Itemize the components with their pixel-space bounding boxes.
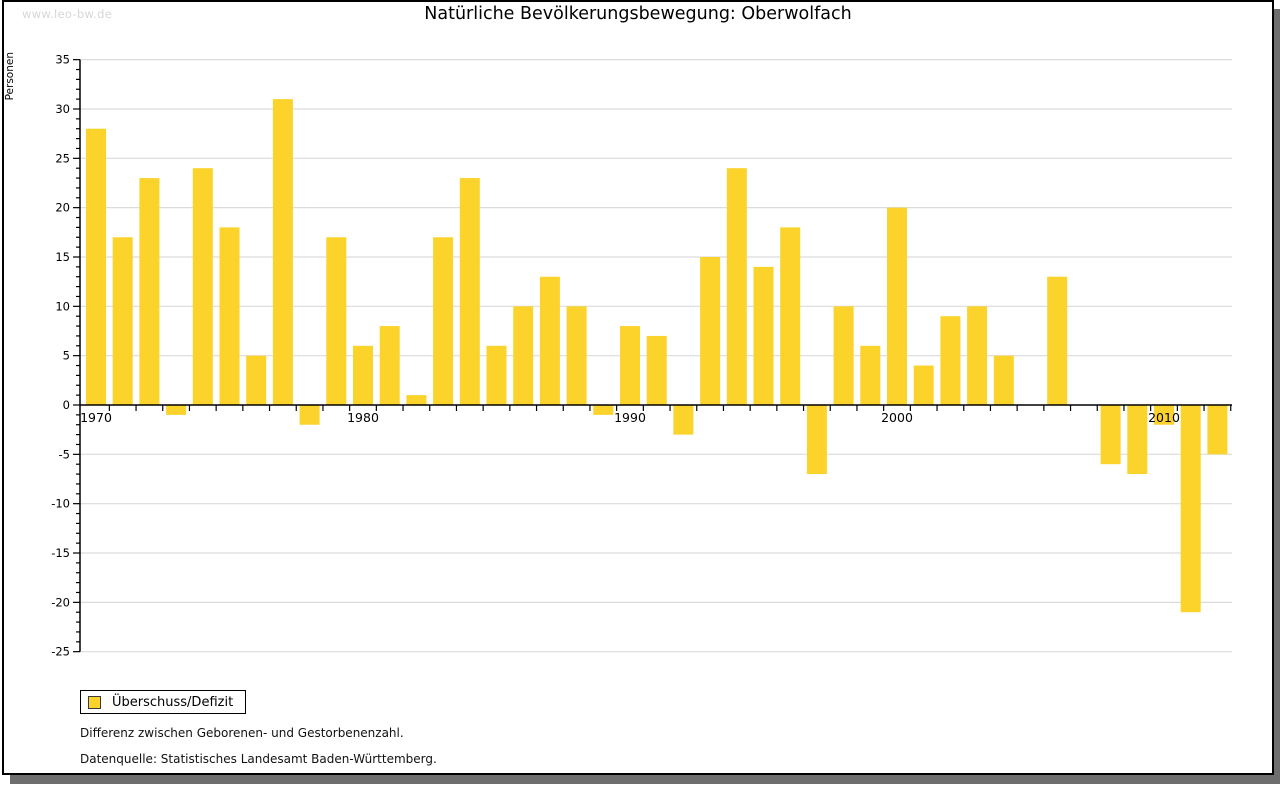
footnote-source: Datenquelle: Statistisches Landesamt Bad… bbox=[80, 752, 437, 766]
bar-2001 bbox=[913, 365, 934, 405]
bar-1976 bbox=[246, 355, 267, 405]
bar-1979 bbox=[326, 237, 347, 405]
y-tick-label-5: 5 bbox=[63, 349, 70, 363]
bar-2006 bbox=[1047, 276, 1068, 405]
bar-1993 bbox=[700, 256, 721, 405]
y-tick-label-10: 10 bbox=[55, 299, 70, 313]
y-tick-label--20: -20 bbox=[51, 595, 70, 609]
bar-1978 bbox=[299, 405, 320, 425]
bar-1982 bbox=[406, 395, 427, 405]
bar-1970 bbox=[86, 128, 106, 405]
bar-2004 bbox=[993, 355, 1014, 405]
legend-box: Überschuss/Defizit bbox=[80, 690, 247, 714]
bar-1995 bbox=[753, 266, 774, 405]
y-tick-label-25: 25 bbox=[55, 151, 70, 165]
bar-1987 bbox=[539, 276, 560, 405]
y-tick-label--5: -5 bbox=[59, 447, 70, 461]
bar-1985 bbox=[486, 345, 507, 405]
bar-2002 bbox=[940, 316, 961, 405]
bar-1999 bbox=[860, 345, 881, 405]
bar-1972 bbox=[139, 178, 160, 405]
bar-2010 bbox=[1154, 405, 1174, 425]
bar-1994 bbox=[726, 168, 747, 405]
y-tick-label-15: 15 bbox=[55, 250, 70, 264]
legend-swatch-icon bbox=[88, 695, 101, 709]
y-tick-label--10: -10 bbox=[51, 497, 70, 511]
footnote-definition: Differenz zwischen Geborenen- und Gestor… bbox=[80, 726, 404, 740]
x-tick-label-2000: 2000 bbox=[881, 410, 913, 425]
x-tick-label-2010: 2010 bbox=[1148, 410, 1180, 425]
bar-2012 bbox=[1207, 405, 1228, 455]
y-tick-label--15: -15 bbox=[51, 546, 70, 560]
y-tick-label-20: 20 bbox=[55, 201, 70, 215]
x-tick-label-1970: 1970 bbox=[80, 410, 112, 425]
bar-1986 bbox=[513, 306, 534, 405]
bar-1981 bbox=[379, 326, 400, 405]
chart-title: Natürliche Bevölkerungsbewegung: Oberwol… bbox=[424, 4, 852, 24]
y-tick-label--25: -25 bbox=[51, 645, 70, 659]
bar-1988 bbox=[566, 306, 587, 405]
bar-1996 bbox=[780, 227, 801, 405]
x-tick-label-1980: 1980 bbox=[347, 410, 379, 425]
bar-1997 bbox=[806, 405, 827, 475]
bar-1971 bbox=[112, 237, 133, 405]
watermark-text: www.leo-bw.de bbox=[22, 7, 113, 21]
bar-2008 bbox=[1100, 405, 1121, 465]
bar-1984 bbox=[459, 178, 480, 405]
y-tick-label-30: 30 bbox=[55, 102, 70, 116]
bar-1990 bbox=[620, 326, 640, 405]
bar-1977 bbox=[272, 99, 293, 406]
bar-2009 bbox=[1127, 405, 1148, 475]
bar-1989 bbox=[593, 405, 614, 415]
bar-1991 bbox=[646, 335, 667, 405]
bar-1980 bbox=[353, 345, 373, 405]
bar-1974 bbox=[192, 168, 213, 405]
bar-2003 bbox=[967, 306, 988, 405]
bar-1998 bbox=[833, 306, 854, 405]
y-tick-label-35: 35 bbox=[55, 53, 70, 67]
bar-1975 bbox=[219, 227, 240, 405]
bar-1973 bbox=[166, 405, 187, 415]
bar-2000 bbox=[887, 207, 907, 405]
y-tick-label-0: 0 bbox=[63, 398, 70, 412]
legend-label: Überschuss/Defizit bbox=[112, 694, 234, 710]
bar-1983 bbox=[433, 237, 454, 405]
x-tick-label-1990: 1990 bbox=[614, 410, 646, 425]
bar-1992 bbox=[673, 405, 694, 435]
bar-2011 bbox=[1180, 405, 1201, 613]
